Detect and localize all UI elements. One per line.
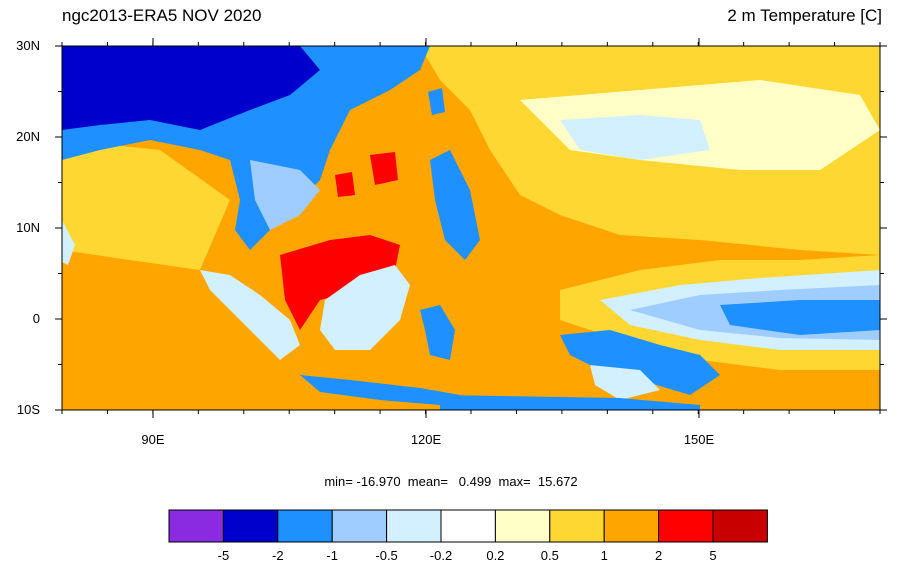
lon-label-90e: 90E — [141, 432, 165, 447]
lat-label-10n: 10N — [16, 220, 40, 235]
colorbar-swatch — [440, 509, 496, 543]
minor-ticks — [58, 42, 884, 414]
plot-variable-title: 2 m Temperature [C] — [727, 6, 882, 25]
lon-label-150e: 150E — [683, 432, 715, 447]
colorbar-label: 0.5 — [540, 548, 559, 563]
colorbar-swatch — [549, 509, 605, 543]
colorbar-swatch — [658, 509, 714, 543]
colorbar-swatch — [222, 509, 279, 543]
colorbar-label: 1 — [600, 548, 608, 563]
lat-label-20n: 20N — [16, 129, 40, 144]
colorbar-swatch — [331, 509, 388, 543]
colorbar-swatch — [603, 509, 660, 543]
lat-label-30n: 30N — [16, 38, 40, 53]
colorbar-label: 2 — [654, 548, 663, 563]
colorbar-swatch — [712, 509, 768, 543]
temperature-field — [62, 46, 880, 410]
colorbar-label: -1 — [326, 548, 338, 563]
colorbar-label: -2 — [272, 548, 284, 563]
colorbar-swatch — [494, 509, 551, 543]
plot-title: ngc2013-ERA5 NOV 2020 — [62, 6, 262, 25]
field-statistics: min= -16.970 mean= 0.499 max= 15.672 — [324, 474, 578, 489]
lat-label-eq: 0 — [32, 311, 40, 326]
lon-label-120e: 120E — [410, 432, 442, 447]
colorbar — [168, 509, 768, 543]
colorbar-label: -0.5 — [375, 548, 398, 563]
colorbar-label: -5 — [217, 548, 230, 563]
colorbar-swatch — [168, 509, 224, 543]
colorbar-label: -0.2 — [429, 548, 453, 563]
colorbar-label: 0.2 — [486, 548, 505, 563]
colorbar-swatch — [277, 509, 333, 543]
colorbar-swatch — [386, 509, 442, 543]
colorbar-label: 5 — [709, 548, 717, 563]
lat-label-10s: 10S — [16, 402, 40, 417]
